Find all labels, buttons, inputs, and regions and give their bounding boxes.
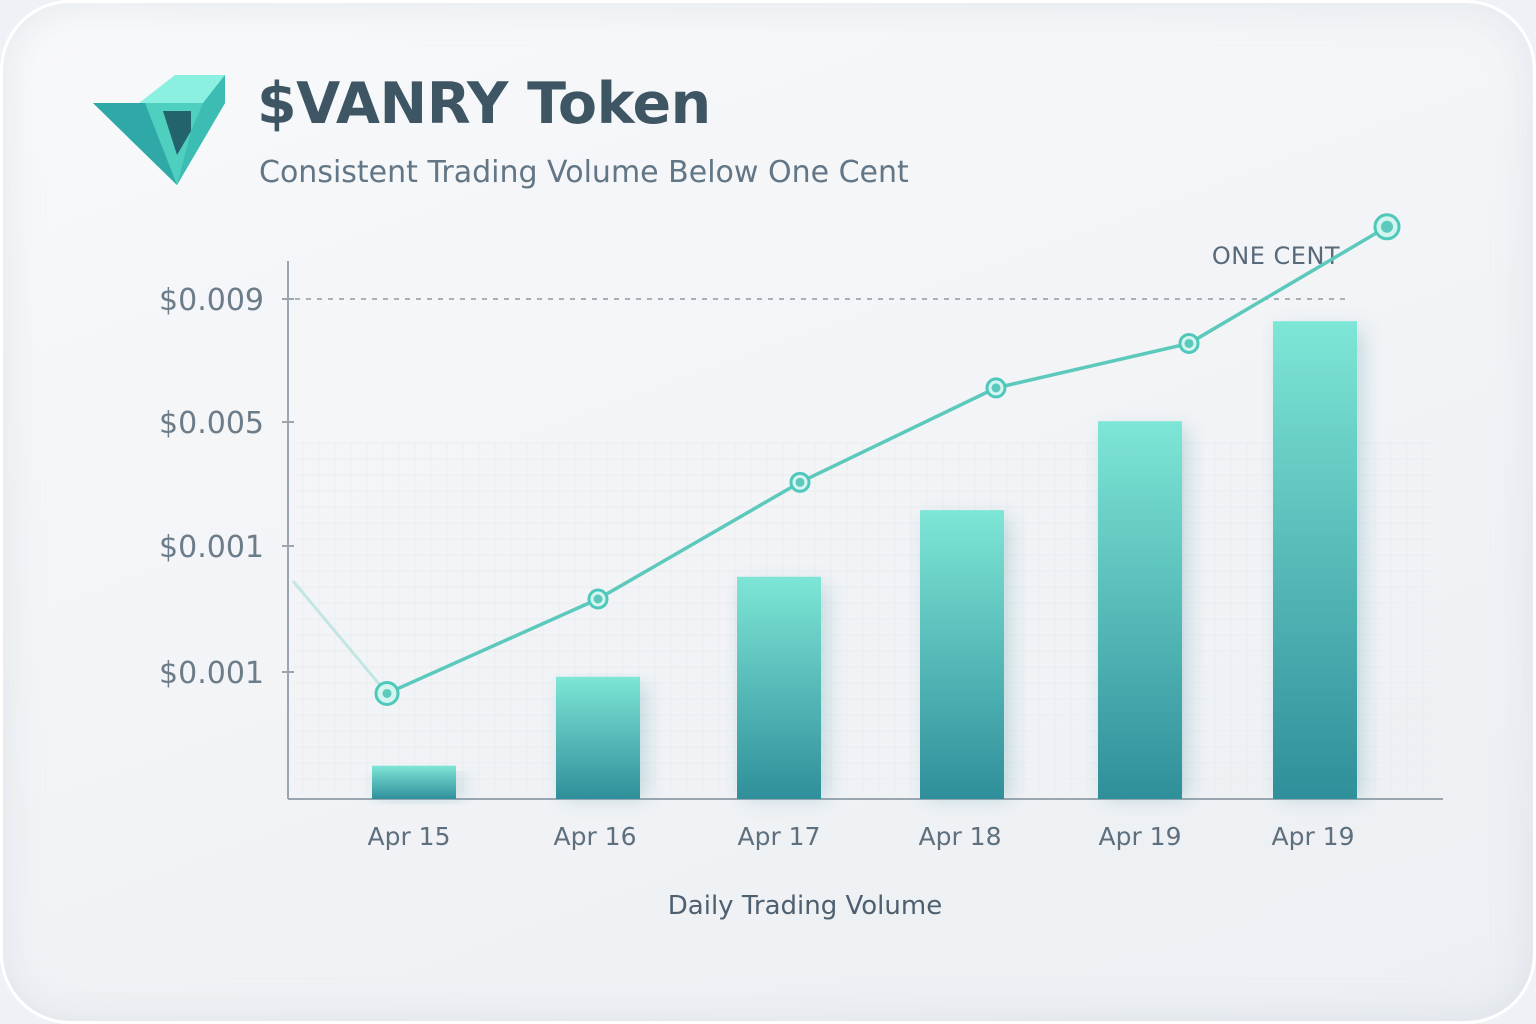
bar [372,765,456,799]
line-point-core [1184,338,1194,348]
x-tick-label: Apr 17 [737,822,820,851]
x-tick-label: Apr 16 [553,822,636,851]
line-series-lead-in [291,580,389,695]
x-axis-label: Daily Trading Volume [668,891,942,921]
x-tick-label: Apr 19 [1098,822,1181,851]
vanry-v-logo-icon [93,75,225,185]
y-tick-label: $0.001 [159,530,264,565]
bar [556,676,640,799]
line-point-core [795,477,805,487]
bar [920,510,1004,799]
y-tick-label: $0.005 [159,406,264,441]
page-subtitle: Consistent Trading Volume Below One Cent [259,155,909,190]
page-title: $VANRY Token [257,71,711,137]
y-tick-label: $0.009 [159,283,264,318]
line-point-core [382,688,392,698]
x-tick-label: Apr 18 [918,822,1001,851]
line-point-core [593,594,603,604]
bar [1098,421,1182,799]
line-series-path [386,225,1388,696]
bar [1273,321,1357,799]
y-tick-label: $0.001 [159,656,264,691]
bar [737,576,821,799]
chart: $0.009$0.005$0.001$0.001 ONE CENT Apr 15… [159,213,1443,921]
x-tick-label: Apr 19 [1271,822,1354,851]
line-point-core [1381,220,1393,233]
line-point-core [991,383,1001,393]
x-tick-label: Apr 15 [367,822,450,851]
